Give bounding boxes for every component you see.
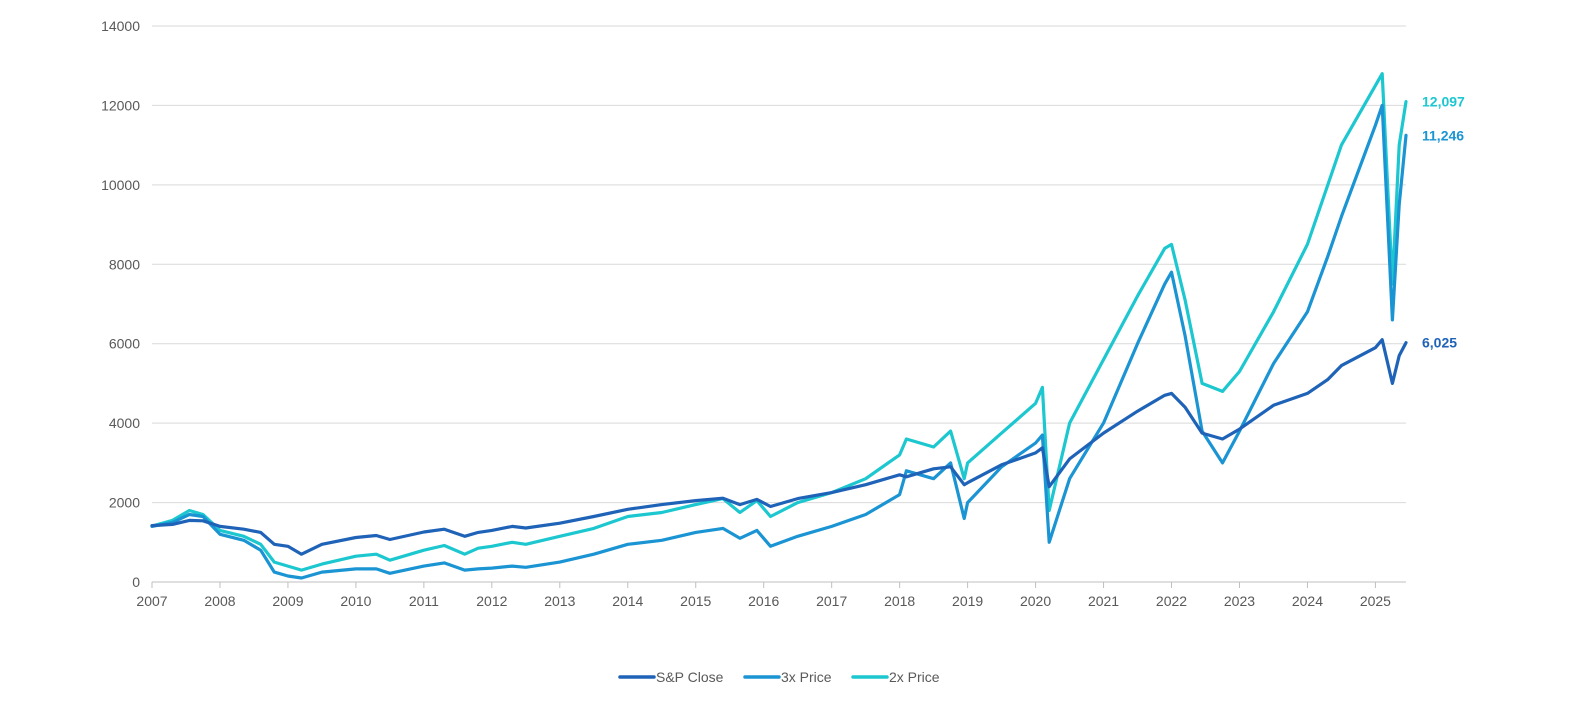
gridlines [152,25,1406,504]
legend-label: 2x Price [889,669,940,685]
y-tick-label: 2000 [109,495,140,511]
x-tick-label: 2017 [816,593,847,609]
y-tick-label: 0 [132,574,140,590]
x-tick-label: 2019 [952,593,983,609]
y-tick-label: 6000 [109,336,140,352]
legend-item: 2x Price [851,669,940,685]
x-tick-label: 2014 [612,593,643,609]
x-tick-label: 2018 [884,593,915,609]
x-tick-label: 2024 [1292,593,1323,609]
x-tick-label: 2025 [1360,593,1391,609]
x-tick-label: 2023 [1224,593,1255,609]
end-label: 6,025 [1422,335,1457,351]
x-tick-label: 2009 [272,593,303,609]
x-tick-label: 2010 [340,593,371,609]
legend-label: 3x Price [781,669,832,685]
end-label: 12,097 [1422,94,1465,110]
x-tick-label: 2008 [204,593,235,609]
x-tick-label: 2016 [748,593,779,609]
legend-label: S&P Close [656,669,724,685]
y-tick-label: 8000 [109,256,140,272]
x-tick-label: 2012 [476,593,507,609]
x-tick-label: 2015 [680,593,711,609]
y-tick-label: 14000 [101,18,140,34]
axes: 0 2000 4000 6000 8000 10000 12000 14000 2007 2008… [101,18,1406,609]
x-tick-label: 2007 [136,593,167,609]
legend-item: 3x Price [743,669,832,685]
y-tick-label: 12000 [101,97,140,113]
x-tick-label: 2022 [1156,593,1187,609]
y-tick-label: 4000 [109,415,140,431]
x-tick-label: 2021 [1088,593,1119,609]
series-lines [150,72,1408,580]
legend: S&P Close 3x Price 2x Price [618,669,940,685]
y-tick-label: 10000 [101,177,140,193]
series-line-s-p-close [150,338,1408,556]
series-line-2x-price [150,72,1408,572]
x-tick-label: 2011 [409,593,439,609]
series-line-3x-price [150,103,1408,580]
legend-item: S&P Close [618,669,724,685]
x-tick-label: 2020 [1020,593,1051,609]
end-labels: 6,025 11,246 12,097 [1422,94,1465,351]
x-tick-label: 2013 [544,593,575,609]
end-label: 11,246 [1422,127,1464,143]
